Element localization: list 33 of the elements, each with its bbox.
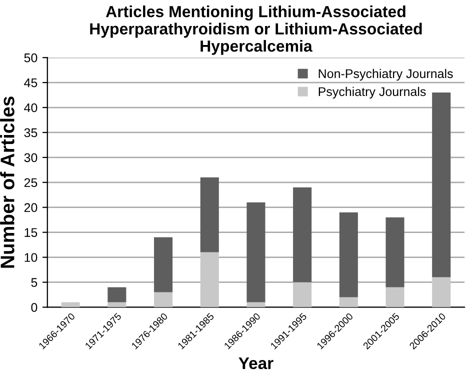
y-tick-label: 50 bbox=[24, 53, 38, 62]
bar bbox=[154, 292, 173, 308]
bar bbox=[200, 177, 219, 252]
bar bbox=[339, 297, 358, 308]
bar bbox=[108, 287, 126, 302]
bar bbox=[432, 277, 451, 308]
y-tick-label: 40 bbox=[24, 103, 38, 112]
bar bbox=[386, 217, 404, 288]
bar bbox=[61, 302, 80, 308]
bar bbox=[293, 282, 312, 308]
y-tick-label: 15 bbox=[24, 228, 38, 237]
bar bbox=[246, 202, 266, 302]
chart-title: Articles Mentioning Lithium-Associated Hyperparathyroidism or Lithium-Associated Hypercalcemia bbox=[90, 6, 422, 55]
bar bbox=[339, 212, 358, 298]
legend-label: Psychiatry Journals bbox=[318, 86, 426, 99]
bar bbox=[293, 187, 312, 282]
y-tick-label: 10 bbox=[24, 253, 38, 262]
bar bbox=[154, 237, 173, 292]
y-tick-label: 5 bbox=[31, 278, 38, 287]
y-tick-label: 45 bbox=[24, 78, 38, 88]
bar bbox=[108, 302, 126, 308]
y-axis-title: Number of Articles bbox=[0, 96, 14, 268]
bar bbox=[200, 252, 219, 308]
legend-label: Non-Psychiatry Journals bbox=[318, 68, 453, 81]
y-tick-label: 20 bbox=[24, 203, 38, 212]
x-axis-title: Year bbox=[238, 358, 274, 370]
bar bbox=[432, 92, 451, 278]
y-tick-label: 25 bbox=[24, 178, 38, 188]
bar bbox=[246, 302, 266, 308]
y-tick-label: 35 bbox=[24, 128, 38, 138]
y-tick-label: 0 bbox=[31, 303, 38, 312]
bar bbox=[386, 287, 404, 308]
y-tick-label: 30 bbox=[24, 153, 38, 162]
